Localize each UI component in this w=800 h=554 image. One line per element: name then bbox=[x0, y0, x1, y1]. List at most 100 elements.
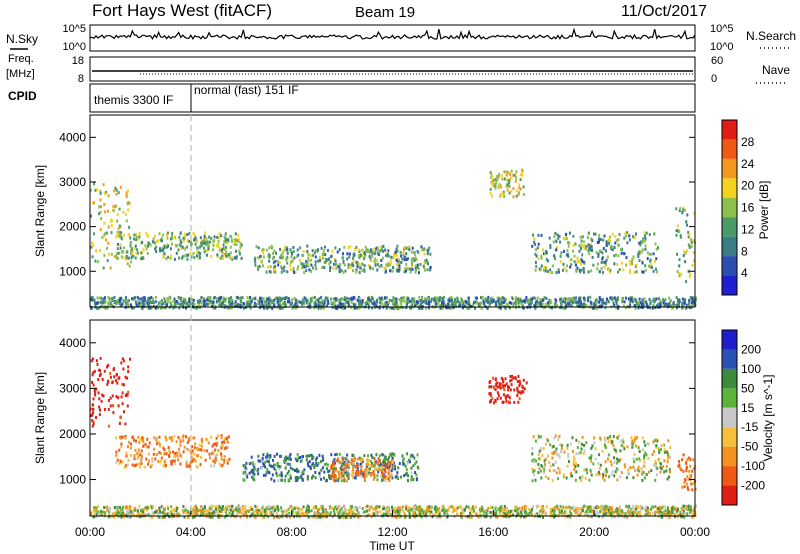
early-red-flows-cell bbox=[96, 362, 99, 366]
midday-band-cell bbox=[415, 258, 418, 261]
orange-band-cell bbox=[342, 468, 345, 472]
evening-band-cell bbox=[591, 248, 594, 252]
dawn-orange-arc-cell bbox=[159, 460, 162, 463]
near-range-ground-scatter-cell bbox=[627, 513, 630, 517]
evening-band-cell bbox=[638, 250, 641, 253]
near-range-ground-scatter-cell bbox=[241, 504, 244, 508]
dawn-orange-arc-cell bbox=[131, 463, 134, 467]
dawn-arc-cell bbox=[169, 247, 172, 251]
evening-grey-band-cell bbox=[563, 450, 566, 454]
midday-band-cell bbox=[317, 248, 320, 252]
near-range-clutter-cell bbox=[640, 303, 643, 306]
late-echo-cell bbox=[676, 224, 679, 228]
dawn-orange-arc-cell bbox=[191, 459, 194, 463]
near-range-clutter-cell bbox=[672, 301, 675, 305]
near-range-clutter-cell bbox=[593, 306, 596, 310]
near-range-clutter-cell bbox=[524, 300, 527, 304]
green-band-cell bbox=[360, 462, 362, 466]
orange-band-cell bbox=[354, 457, 357, 461]
dawn-arc-cell bbox=[220, 256, 223, 259]
near-range-ground-scatter-cell bbox=[408, 511, 411, 515]
afternoon-patch-cell bbox=[494, 178, 497, 181]
midday-band-cell bbox=[352, 264, 355, 268]
dawn-arc-cell bbox=[227, 240, 230, 243]
evening-band-cell bbox=[580, 262, 583, 266]
dawn-orange-arc-cell bbox=[221, 463, 224, 467]
late-orange-flows-cell bbox=[678, 460, 681, 463]
near-range-clutter-cell bbox=[641, 300, 644, 304]
evening-band-cell bbox=[591, 255, 594, 259]
dawn-arc-cell bbox=[174, 243, 177, 247]
near-range-clutter-cell bbox=[185, 301, 188, 305]
evening-grey-band-cell bbox=[590, 446, 593, 450]
midday-band-cell bbox=[414, 256, 417, 260]
midday-band-cell bbox=[359, 254, 362, 258]
midday-band-cell bbox=[306, 250, 309, 253]
near-range-clutter-cell bbox=[325, 304, 328, 308]
near-range-clutter-cell bbox=[675, 296, 678, 299]
evening-band-cell bbox=[537, 242, 540, 246]
near-range-clutter-cell bbox=[300, 301, 303, 305]
near-range-clutter-cell bbox=[347, 301, 349, 305]
near-range-clutter-cell bbox=[285, 296, 288, 300]
evening-grey-band-cell bbox=[665, 469, 668, 473]
near-range-clutter-cell bbox=[206, 302, 208, 306]
near-range-clutter-cell bbox=[349, 297, 352, 301]
green-band-cell bbox=[334, 479, 337, 482]
near-range-clutter-cell bbox=[241, 296, 244, 300]
afternoon-red-patch-cell bbox=[509, 388, 512, 392]
evening-band-cell bbox=[652, 269, 655, 273]
orange-band-cell bbox=[363, 470, 366, 474]
green-band-cell bbox=[402, 457, 405, 461]
evening-band-cell bbox=[607, 237, 610, 241]
near-range-clutter-cell bbox=[539, 303, 542, 307]
midday-band-cell bbox=[255, 245, 258, 248]
dawn-arc-cell bbox=[130, 248, 133, 252]
early-echo-column-cell bbox=[90, 188, 92, 192]
late-echo-cell bbox=[678, 272, 681, 276]
early-echo-column-cell bbox=[119, 185, 122, 189]
dawn-arc-cell bbox=[165, 233, 168, 237]
midday-band-cell bbox=[395, 258, 398, 262]
near-range-clutter-cell bbox=[426, 296, 429, 300]
dawn-arc-cell bbox=[141, 240, 144, 244]
evening-grey-band-cell bbox=[573, 457, 576, 461]
near-range-ground-scatter-cell bbox=[369, 505, 372, 509]
dawn-arc-cell bbox=[223, 240, 226, 243]
evening-band-cell bbox=[643, 231, 646, 235]
evening-grey-band-cell bbox=[631, 439, 634, 443]
near-range-clutter-cell bbox=[423, 297, 426, 301]
afternoon-patch-cell bbox=[497, 175, 500, 179]
near-range-clutter-cell bbox=[177, 295, 180, 299]
afternoon-red-patch-cell bbox=[505, 396, 507, 400]
near-range-ground-scatter-cell bbox=[244, 511, 247, 514]
early-echo-column-cell bbox=[104, 232, 106, 236]
near-range-clutter-cell bbox=[659, 299, 662, 303]
near-range-clutter-cell bbox=[339, 299, 342, 303]
early-red-flows-cell bbox=[120, 395, 123, 399]
green-band-cell bbox=[287, 469, 290, 473]
near-range-clutter-cell bbox=[411, 297, 414, 301]
afternoon-red-patch-cell bbox=[502, 384, 505, 388]
dawn-arc-cell bbox=[216, 255, 219, 259]
near-range-clutter-cell bbox=[437, 300, 440, 304]
evening-band-cell bbox=[573, 260, 576, 264]
evening-band-cell bbox=[563, 267, 566, 271]
orange-band-cell bbox=[333, 475, 335, 479]
near-range-clutter-cell bbox=[235, 304, 238, 308]
afternoon-red-patch-cell bbox=[494, 399, 497, 403]
near-range-clutter-cell bbox=[373, 300, 376, 304]
dawn-orange-arc-cell bbox=[201, 440, 204, 444]
early-echo-column-cell bbox=[119, 225, 122, 229]
dawn-arc-cell bbox=[227, 238, 230, 242]
evening-band-cell bbox=[545, 266, 547, 270]
evening-grey-band-cell bbox=[533, 458, 536, 462]
midday-band-cell bbox=[423, 261, 426, 265]
dawn-arc-cell bbox=[224, 247, 227, 251]
evening-band-cell bbox=[539, 266, 542, 270]
dawn-arc-cell bbox=[192, 251, 195, 255]
near-range-clutter-cell bbox=[564, 301, 567, 305]
evening-band-cell bbox=[534, 252, 537, 256]
dawn-orange-arc-cell bbox=[164, 459, 167, 463]
midday-band-cell bbox=[266, 254, 269, 258]
